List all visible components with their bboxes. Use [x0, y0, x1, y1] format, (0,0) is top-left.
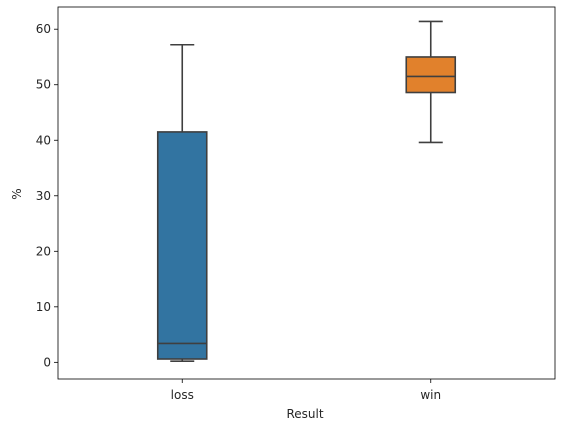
y-axis-label: %	[10, 188, 24, 199]
x-tick-label: win	[420, 388, 441, 402]
box-body	[156, 131, 208, 360]
box-body	[405, 56, 457, 94]
y-tick-label: 50	[36, 78, 51, 92]
x-tick-label: loss	[171, 388, 194, 402]
plot-area	[57, 6, 556, 380]
x-axis: loss win	[171, 379, 441, 402]
y-tick-label: 60	[36, 22, 51, 36]
box-win	[405, 20, 457, 144]
y-tick-label: 20	[36, 244, 51, 258]
y-axis: 0 10 20 30 40 50 60	[36, 22, 58, 369]
y-tick-label: 10	[36, 300, 51, 314]
y-tick-label: 40	[36, 133, 51, 147]
y-tick-label: 0	[43, 355, 51, 369]
y-tick-label: 30	[36, 189, 51, 203]
x-axis-label: Result	[286, 407, 323, 421]
box-loss	[156, 43, 208, 363]
boxes-layer	[156, 20, 457, 363]
